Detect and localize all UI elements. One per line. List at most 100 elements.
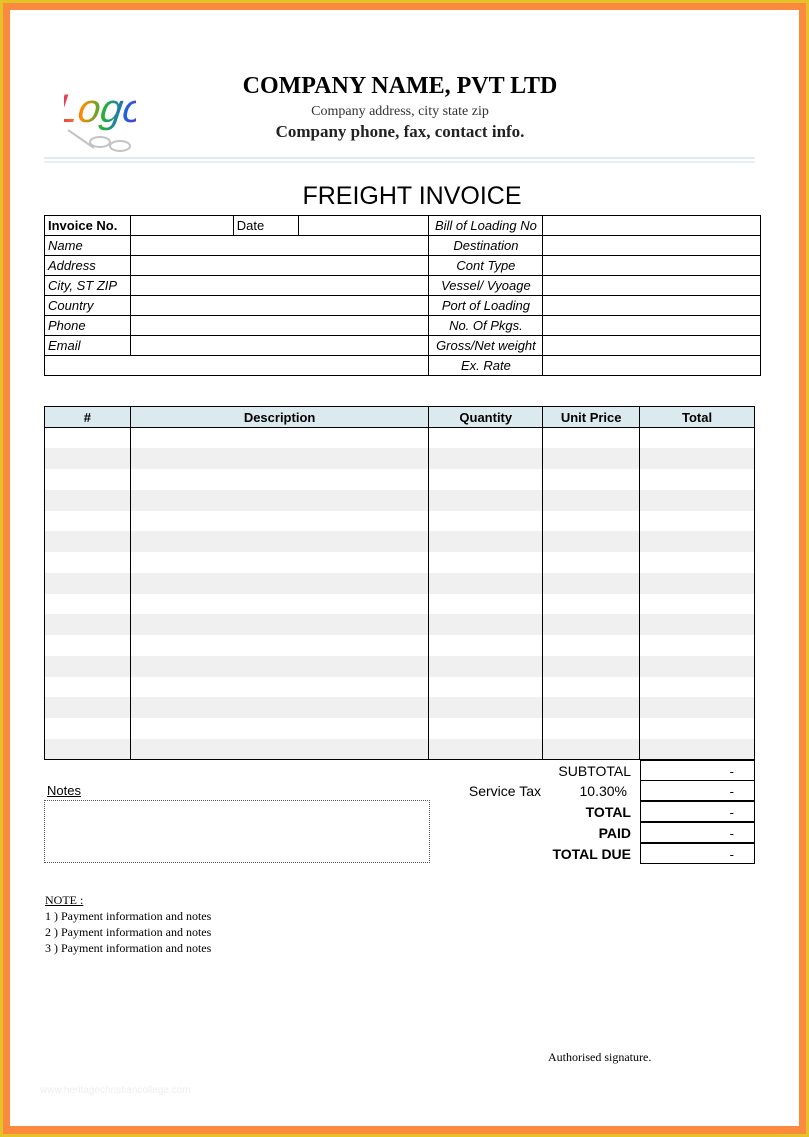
col-description: Description [129,406,430,428]
item-description-cell[interactable] [129,655,430,677]
cont-type-field[interactable] [542,255,761,276]
item-total-cell[interactable] [639,635,755,656]
weight-field[interactable] [542,335,761,356]
item-number-cell[interactable] [44,676,131,698]
item-unit-price-cell[interactable] [542,552,641,573]
item-number-cell[interactable] [44,469,131,490]
item-quantity-cell[interactable] [428,552,544,573]
item-total-cell[interactable] [639,655,755,677]
item-number-cell[interactable] [44,448,131,469]
item-unit-price-cell[interactable] [542,718,641,739]
ex-rate-field[interactable] [542,355,761,376]
item-number-cell[interactable] [44,614,131,635]
email-field[interactable] [129,335,430,356]
city-field[interactable] [129,275,430,296]
item-description-cell[interactable] [129,489,430,511]
item-description-cell[interactable] [129,531,430,552]
item-quantity-cell[interactable] [428,427,544,449]
item-unit-price-cell[interactable] [542,469,641,490]
item-quantity-cell[interactable] [428,655,544,677]
country-field[interactable] [129,295,430,316]
item-total-cell[interactable] [639,614,755,635]
item-number-cell[interactable] [44,572,131,594]
item-number-cell[interactable] [44,697,131,718]
item-number-cell[interactable] [44,635,131,656]
name-field[interactable] [129,235,430,256]
item-quantity-cell[interactable] [428,469,544,490]
item-number-cell[interactable] [44,489,131,511]
date-field[interactable] [297,215,430,236]
item-quantity-cell[interactable] [428,718,544,739]
item-unit-price-cell[interactable] [542,510,641,532]
item-description-cell[interactable] [129,448,430,469]
item-total-cell[interactable] [639,489,755,511]
item-total-cell[interactable] [639,552,755,573]
item-total-cell[interactable] [639,427,755,449]
item-number-cell[interactable] [44,655,131,677]
item-number-cell[interactable] [44,531,131,552]
item-total-cell[interactable] [639,572,755,594]
vessel-field[interactable] [542,275,761,296]
item-total-cell[interactable] [639,510,755,532]
item-unit-price-cell[interactable] [542,531,641,552]
item-description-cell[interactable] [129,697,430,718]
item-unit-price-cell[interactable] [542,614,641,635]
item-row [44,697,755,718]
item-quantity-cell[interactable] [428,531,544,552]
item-number-cell[interactable] [44,552,131,573]
item-total-cell[interactable] [639,469,755,490]
item-unit-price-cell[interactable] [542,489,641,511]
item-quantity-cell[interactable] [428,448,544,469]
item-total-cell[interactable] [639,738,755,760]
item-description-cell[interactable] [129,427,430,449]
item-quantity-cell[interactable] [428,489,544,511]
item-description-cell[interactable] [129,469,430,490]
item-number-cell[interactable] [44,738,131,760]
item-description-cell[interactable] [129,614,430,635]
item-quantity-cell[interactable] [428,593,544,615]
item-unit-price-cell[interactable] [542,697,641,718]
pkgs-field[interactable] [542,315,761,336]
item-total-cell[interactable] [639,531,755,552]
item-quantity-cell[interactable] [428,697,544,718]
item-unit-price-cell[interactable] [542,738,641,760]
invoice-no-field[interactable] [129,215,234,236]
item-description-cell[interactable] [129,635,430,656]
destination-field[interactable] [542,235,761,256]
item-unit-price-cell[interactable] [542,676,641,698]
phone-field[interactable] [129,315,430,336]
item-description-cell[interactable] [129,572,430,594]
address-field[interactable] [129,255,430,276]
item-quantity-cell[interactable] [428,635,544,656]
item-quantity-cell[interactable] [428,510,544,532]
item-total-cell[interactable] [639,676,755,698]
item-number-cell[interactable] [44,510,131,532]
item-total-cell[interactable] [639,718,755,739]
item-total-cell[interactable] [639,448,755,469]
item-description-cell[interactable] [129,738,430,760]
item-quantity-cell[interactable] [428,614,544,635]
item-total-cell[interactable] [639,593,755,615]
item-description-cell[interactable] [129,552,430,573]
port-field[interactable] [542,295,761,316]
item-unit-price-cell[interactable] [542,635,641,656]
bill-of-loading-field[interactable] [542,215,761,236]
country-label: Country [44,295,131,316]
item-total-cell[interactable] [639,697,755,718]
item-unit-price-cell[interactable] [542,593,641,615]
item-quantity-cell[interactable] [428,572,544,594]
item-description-cell[interactable] [129,593,430,615]
item-unit-price-cell[interactable] [542,427,641,449]
item-quantity-cell[interactable] [428,738,544,760]
item-unit-price-cell[interactable] [542,448,641,469]
item-number-cell[interactable] [44,718,131,739]
item-number-cell[interactable] [44,593,131,615]
item-description-cell[interactable] [129,510,430,532]
item-unit-price-cell[interactable] [542,572,641,594]
notes-input[interactable] [44,800,430,863]
item-number-cell[interactable] [44,427,131,449]
item-unit-price-cell[interactable] [542,655,641,677]
item-description-cell[interactable] [129,718,430,739]
item-quantity-cell[interactable] [428,676,544,698]
item-description-cell[interactable] [129,676,430,698]
